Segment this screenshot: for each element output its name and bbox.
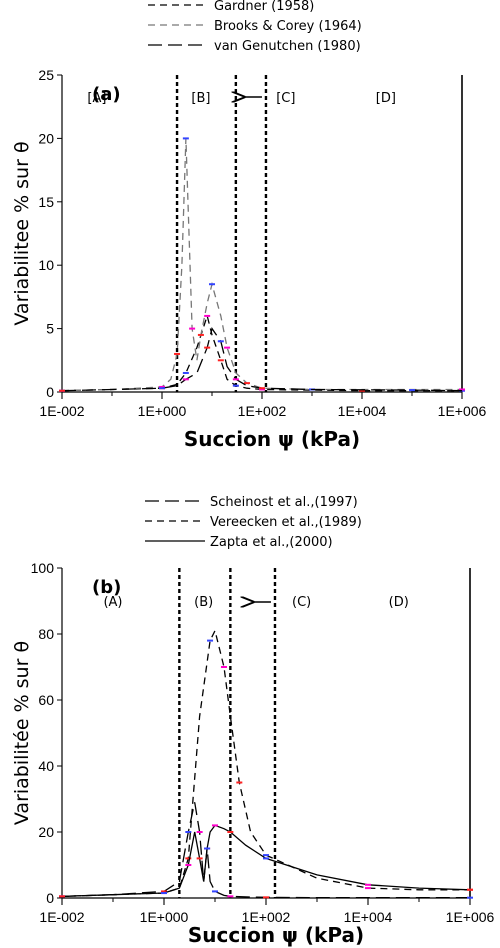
x-axis-label: Succion ψ (kPa)	[184, 427, 360, 451]
x-tick-label: 1E+002	[238, 403, 287, 419]
x-tick-label: 1E+000	[140, 909, 189, 925]
legend-entry: Brooks & Corey (1964)	[214, 19, 362, 34]
series-line	[61, 138, 462, 392]
y-tick-label: 80	[38, 626, 54, 642]
zone-label: [A]	[87, 91, 106, 106]
y-tick-label: 0	[46, 890, 54, 906]
y-tick-label: 25	[38, 67, 54, 83]
panel-label: (b)	[92, 577, 121, 598]
y-tick-label: 15	[38, 194, 54, 210]
x-tick-label: 1E-002	[39, 909, 84, 925]
zone-label: [B]	[191, 91, 210, 106]
zone-label: (A)	[103, 595, 122, 610]
x-tick-label: 1E+006	[438, 403, 487, 419]
zone-label: (C)	[292, 595, 311, 610]
series-line	[61, 313, 462, 392]
zone-label: (D)	[389, 595, 409, 610]
y-tick-label: 20	[38, 824, 54, 840]
x-tick-label: 1E+004	[338, 403, 387, 419]
zone-label: [C]	[276, 91, 295, 106]
y-axis-label: Variabilitée % sur θ	[11, 641, 33, 825]
x-axis-label: Succion ψ (kPa)	[188, 923, 364, 947]
series-line	[61, 824, 471, 898]
legend-entry: van Genutchen (1980)	[214, 39, 361, 54]
series-line	[61, 802, 470, 899]
series-line	[61, 327, 463, 392]
y-tick-label: 40	[38, 758, 54, 774]
legend-entry: Zapta et al.,(2000)	[210, 535, 333, 550]
y-tick-label: 20	[38, 130, 54, 146]
legend-entry: Vereecken et al.,(1989)	[210, 515, 362, 530]
series-line	[61, 628, 470, 898]
x-tick-label: 1E+006	[446, 909, 495, 925]
chart-panel-a: 0 5 10 15 20 25 1E-002 1E+000 1E+002 1E+004 1E+006…	[11, 0, 487, 451]
y-tick-label: 10	[38, 257, 54, 273]
y-tick-label: 60	[38, 692, 54, 708]
x-tick-label: 1E-002	[39, 403, 84, 419]
legend-entry: Scheinost et al.,(1997)	[210, 495, 358, 510]
x-tick-label: 1E+004	[344, 909, 393, 925]
zone-label: (B)	[194, 595, 213, 610]
y-axis-label: Variabilitee % sur θ	[11, 141, 33, 325]
y-tick-label: 100	[31, 560, 55, 576]
x-tick-label: 1E+002	[242, 909, 291, 925]
zone-label: [D]	[376, 91, 396, 106]
y-tick-label: 0	[46, 384, 54, 400]
chart-panel-b: 0 20 40 60 80 100 1E-002 1E+000 1E+002 1E+004 1E+0…	[11, 495, 495, 947]
y-tick-label: 5	[46, 321, 54, 337]
panel-label: (a)	[92, 84, 121, 105]
x-tick-label: 1E+000	[138, 403, 187, 419]
legend-entry: Gardner (1958)	[214, 0, 314, 14]
